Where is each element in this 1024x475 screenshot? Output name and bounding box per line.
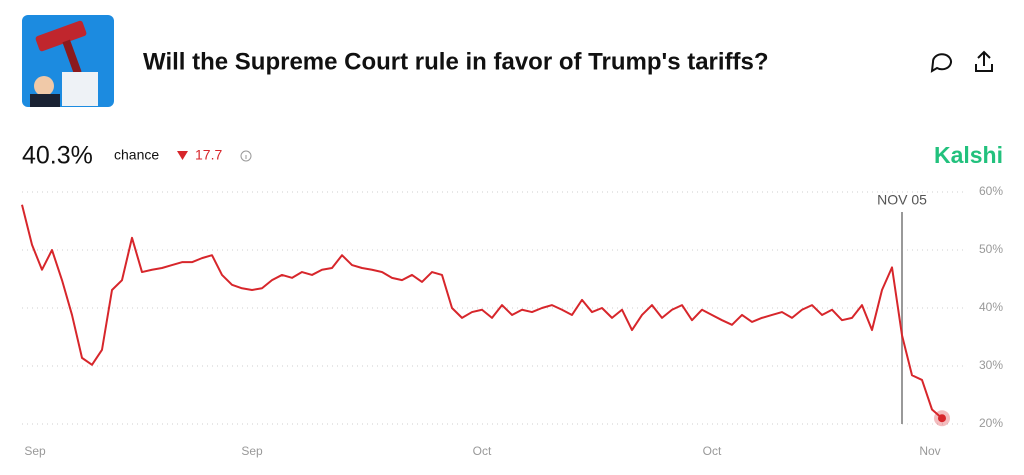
x-tick-label: Nov (919, 444, 940, 458)
change-value: 17.7 (195, 147, 222, 163)
y-tick-label: 60% (979, 184, 1003, 198)
cursor-label: NOV 05 (877, 192, 927, 208)
comment-button[interactable] (930, 53, 952, 73)
share-button[interactable] (975, 50, 993, 72)
x-tick-label: Oct (473, 444, 492, 458)
chance-label: chance (114, 147, 159, 163)
brand: Kalshi (934, 142, 1003, 168)
chart: 20% 30% 40% 50% 60% Sep Sep Oct Oct Nov NOV 05 (21, 184, 1003, 458)
y-tick-label: 40% (979, 300, 1003, 314)
y-tick-label: 30% (979, 358, 1003, 372)
last-point (938, 414, 946, 423)
x-tick-label: Oct (703, 444, 722, 458)
x-tick-label: Sep (24, 444, 46, 458)
y-tick-label: 50% (979, 242, 1003, 256)
x-tick-label: Sep (241, 444, 263, 458)
y-tick-label: 20% (979, 416, 1003, 430)
market-image (22, 15, 114, 107)
change-arrow (177, 151, 188, 160)
price-line (21, 204, 943, 419)
chance-value: 40.3% (22, 142, 93, 170)
market-title: Will the Supreme Court rule in favor of … (143, 48, 769, 75)
info-icon[interactable] (240, 150, 252, 162)
